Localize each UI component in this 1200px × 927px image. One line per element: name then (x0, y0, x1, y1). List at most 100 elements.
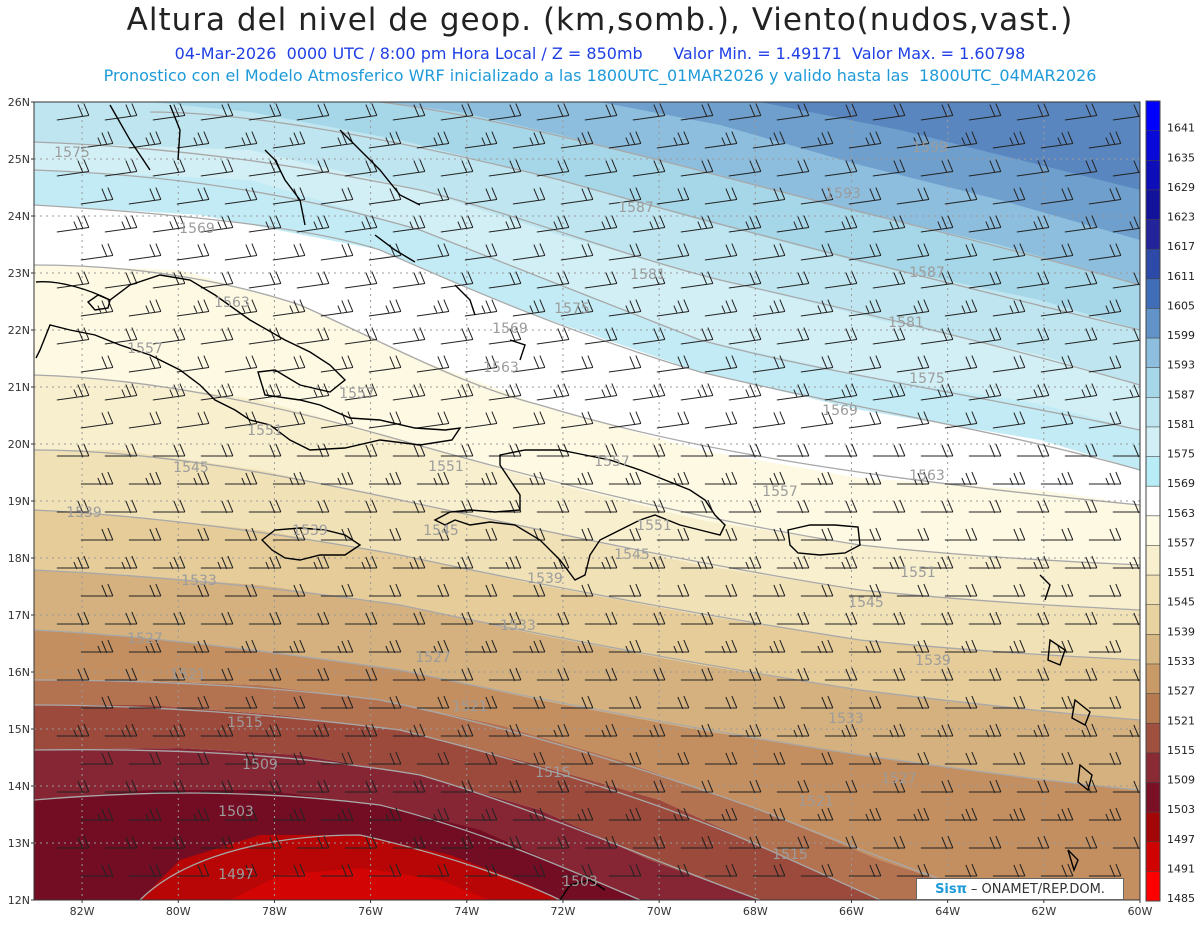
colorbar-swatch (1146, 456, 1160, 487)
wind-barb (848, 131, 882, 149)
wind-barb (1064, 383, 1098, 401)
wind-barb (536, 667, 570, 682)
colorbar-label: 1497 (1167, 833, 1195, 846)
wind-barb (632, 103, 666, 121)
lat-label: 22N (8, 324, 30, 337)
wind-barb (704, 807, 738, 822)
wind-barb (680, 667, 714, 682)
wind-barb (872, 611, 906, 626)
colorbar-label: 1599 (1167, 329, 1195, 342)
wind-barb (464, 131, 498, 149)
wind-barb (392, 327, 426, 345)
wind-barb (104, 555, 138, 570)
wind-barb (224, 527, 258, 542)
wind-barb (800, 807, 834, 822)
wind-barb (344, 611, 378, 626)
colorbar-label: 1593 (1167, 359, 1195, 372)
wind-barb (56, 555, 90, 570)
wind-barb (944, 299, 978, 317)
colorbar-label: 1503 (1167, 803, 1195, 816)
wind-barb (416, 639, 450, 654)
wind-barb (1064, 611, 1098, 626)
wind-barb (704, 527, 738, 542)
coastlines (35, 104, 1093, 900)
wind-barb (512, 751, 546, 766)
wind-barb (776, 271, 810, 289)
wind-barb (1040, 299, 1074, 317)
band-1557 (34, 265, 1140, 565)
latitude-labels: 26N 25N 24N 23N 22N 21N 20N 19N 18N 17N 16N 15N 14N 1… (8, 96, 34, 907)
contour-label: 1539 (527, 571, 563, 587)
colorbar-label: 1539 (1167, 625, 1195, 638)
colorbar-swatch (1146, 278, 1160, 309)
wind-barb (152, 383, 186, 401)
wind-barb (200, 215, 234, 233)
wind-barb (320, 355, 354, 373)
wind-barb (800, 355, 834, 373)
wind-barb (464, 695, 498, 710)
wind-barb (968, 327, 1002, 345)
wind-barb (560, 299, 594, 317)
wind-barb (1040, 751, 1074, 766)
contour-label: 1593 (825, 186, 861, 202)
wind-barb (320, 751, 354, 766)
wind-barb (152, 723, 186, 738)
wind-barb (1064, 215, 1098, 233)
lat-label: 16N (8, 666, 30, 679)
contour-label: 1575 (909, 371, 945, 387)
wind-barb (296, 215, 330, 233)
wind-barb (104, 103, 138, 121)
wind-barb (680, 835, 714, 850)
wind-barb (872, 327, 906, 345)
wind-barb (1088, 583, 1122, 598)
wind-barb (896, 411, 930, 429)
wind-barb (656, 355, 690, 373)
wind-barb (536, 835, 570, 850)
wind-barb (200, 103, 234, 121)
wind-barb (392, 723, 426, 738)
wind-barb (896, 471, 930, 486)
wind-barb (488, 159, 522, 177)
colorbar-swatch (1146, 634, 1160, 665)
wind-barbs (56, 103, 1140, 878)
wind-barb (176, 527, 210, 542)
wind-barb (320, 807, 354, 822)
wind-barb (608, 355, 642, 373)
wind-barb (584, 835, 618, 850)
wind-barb (368, 527, 402, 542)
wind-barb (680, 327, 714, 345)
wind-barb (872, 443, 906, 458)
wind-barb (968, 383, 1002, 401)
wind-barb (440, 443, 474, 458)
wind-barb (320, 243, 354, 261)
wind-barb (200, 611, 234, 626)
wind-barb (896, 131, 930, 149)
wind-barb (752, 807, 786, 822)
wind-barb (416, 411, 450, 429)
wind-barb (368, 131, 402, 149)
wind-barb (272, 411, 306, 429)
wind-barb (392, 779, 426, 794)
wind-barb (1088, 131, 1122, 149)
contour-label: 1539 (292, 523, 328, 539)
wind-barb (848, 243, 882, 261)
wind-barb (680, 555, 714, 570)
wind-barb (920, 159, 954, 177)
wind-barb (80, 243, 114, 261)
wind-barb (248, 271, 282, 289)
wind-barb (176, 411, 210, 429)
wind-barb (200, 835, 234, 850)
band-1515 (34, 705, 880, 900)
wind-barb (104, 443, 138, 458)
wind-barb (152, 215, 186, 233)
wind-barb (728, 215, 762, 233)
contour-label: 1515 (535, 765, 571, 781)
lat-label: 12N (8, 894, 30, 907)
wind-barb (1064, 723, 1098, 738)
wind-barb (176, 243, 210, 261)
wind-barb (512, 695, 546, 710)
wind-barb (800, 187, 834, 205)
lat-label: 23N (8, 267, 30, 280)
wind-barb (320, 695, 354, 710)
